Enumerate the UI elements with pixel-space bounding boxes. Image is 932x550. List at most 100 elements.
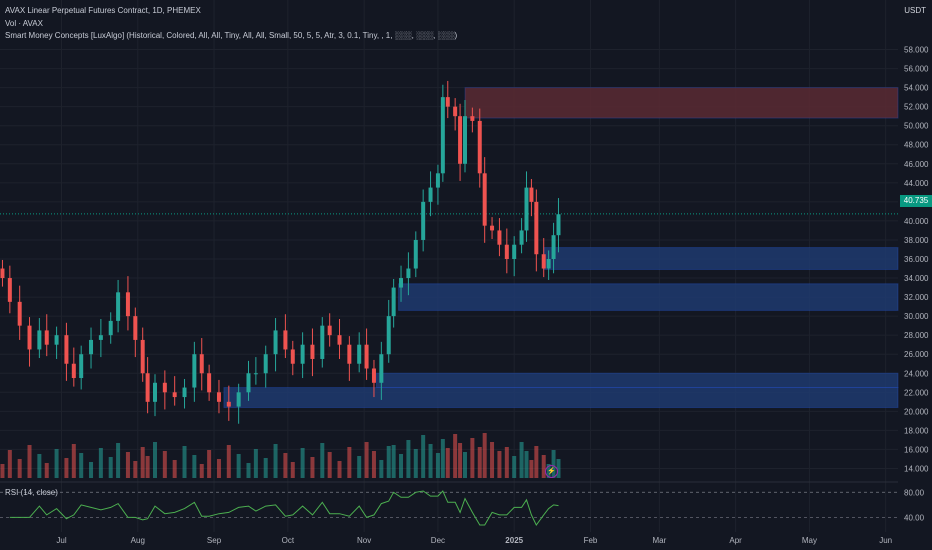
y-tick-label: 28.000 <box>904 331 929 340</box>
candle-body <box>386 316 391 355</box>
candle-body <box>310 344 315 359</box>
order-block <box>375 372 899 389</box>
volume-bar <box>17 459 22 478</box>
candle-body <box>0 268 5 279</box>
volume-bar <box>347 447 352 478</box>
price-axis[interactable]: 58.000 56.000 54.000 52.000 50.000 48.000 46.0… <box>904 46 929 523</box>
volume-bar <box>512 456 517 478</box>
x-tick-label: Oct <box>282 536 295 545</box>
volume-bar <box>71 444 76 478</box>
x-tick-label: Feb <box>584 536 598 545</box>
volume-bars <box>0 433 561 478</box>
candle-body <box>524 187 529 231</box>
candle-body <box>421 201 426 240</box>
y-tick-label: 18.000 <box>904 426 929 435</box>
volume-bar <box>283 453 288 478</box>
candle-body <box>551 235 556 259</box>
candle-body <box>490 225 495 231</box>
x-tick-label: Mar <box>652 536 666 545</box>
volume-bar <box>246 463 251 478</box>
candle-body <box>125 292 130 317</box>
candle-body <box>320 325 325 359</box>
volume-bar <box>172 460 177 478</box>
candle-body <box>98 335 103 340</box>
candle-body <box>17 301 22 326</box>
candle-body <box>379 354 384 383</box>
volume-bar <box>199 464 204 478</box>
candle-body <box>253 373 258 375</box>
candle-body <box>546 259 551 269</box>
candle-body <box>556 214 561 236</box>
volume-bar <box>406 440 411 478</box>
volume-bar <box>7 450 12 478</box>
candle-body <box>300 344 305 364</box>
volume-bar <box>399 454 404 478</box>
candle-body <box>37 330 42 350</box>
volume-bar <box>440 439 445 478</box>
candle-body <box>192 354 197 388</box>
volume-bar <box>152 442 157 478</box>
volume-bar <box>386 446 391 478</box>
candle-body <box>116 292 121 321</box>
candle-body <box>162 382 167 393</box>
volume-bar <box>379 460 384 478</box>
candle-body <box>399 278 404 288</box>
volume-bar <box>263 458 268 478</box>
y-tick-label: 24.000 <box>904 369 929 378</box>
candle-body <box>7 278 12 302</box>
volume-bar <box>133 461 138 478</box>
volume-bar <box>145 456 150 478</box>
rsi-tick-label: 80.00 <box>904 488 925 497</box>
volume-bar <box>490 442 495 478</box>
volume-bar <box>89 462 94 478</box>
volume-bar <box>273 444 278 478</box>
candle-body <box>44 330 49 345</box>
candle-body <box>89 339 94 355</box>
candle-body <box>458 116 463 164</box>
volume-bar <box>108 457 113 478</box>
candle-body <box>512 244 517 259</box>
candle-body <box>140 339 145 374</box>
volume-bar <box>371 451 376 478</box>
candle-body <box>283 330 288 350</box>
volume-bar <box>337 461 342 478</box>
candle-body <box>145 373 150 402</box>
volume-bar <box>320 443 325 478</box>
time-axis[interactable]: Jul Aug Sep Oct Nov Dec 2025 Feb Mar Apr May Jun <box>56 536 892 545</box>
candle-body <box>27 325 32 350</box>
candle-body <box>541 254 546 269</box>
volume-bar <box>541 455 546 478</box>
candle-body <box>54 335 59 345</box>
candle-body <box>263 354 268 374</box>
x-tick-label: Aug <box>131 536 145 545</box>
x-tick-label: Jun <box>879 536 892 545</box>
candle-body <box>529 187 534 202</box>
candle-body <box>236 392 241 407</box>
candle-body <box>216 392 221 402</box>
y-tick-label: 36.000 <box>904 255 929 264</box>
volume-bar <box>125 452 130 478</box>
volume-bar <box>524 451 529 478</box>
x-tick-label: Sep <box>207 536 222 545</box>
rsi-pane <box>0 481 898 526</box>
candle-body <box>435 173 440 188</box>
y-tick-label: 22.000 <box>904 388 929 397</box>
volume-bar <box>182 446 187 478</box>
y-tick-label: 48.000 <box>904 141 929 150</box>
currency-label[interactable]: USDT <box>904 6 926 15</box>
volume-bar <box>207 450 212 478</box>
y-tick-label: 34.000 <box>904 274 929 283</box>
volume-bar <box>253 449 258 478</box>
volume-bar <box>226 445 231 478</box>
bolt-icon[interactable]: ⚡ <box>545 465 558 478</box>
y-tick-label: 46.000 <box>904 160 929 169</box>
candle-body <box>440 97 445 174</box>
candles <box>0 80 561 424</box>
candle-body <box>207 373 212 393</box>
candle-body <box>534 201 539 255</box>
order-block <box>464 87 899 119</box>
candle-body <box>462 116 467 164</box>
volume-legend: Vol · AVAX <box>5 19 43 28</box>
volume-bar <box>310 457 315 478</box>
